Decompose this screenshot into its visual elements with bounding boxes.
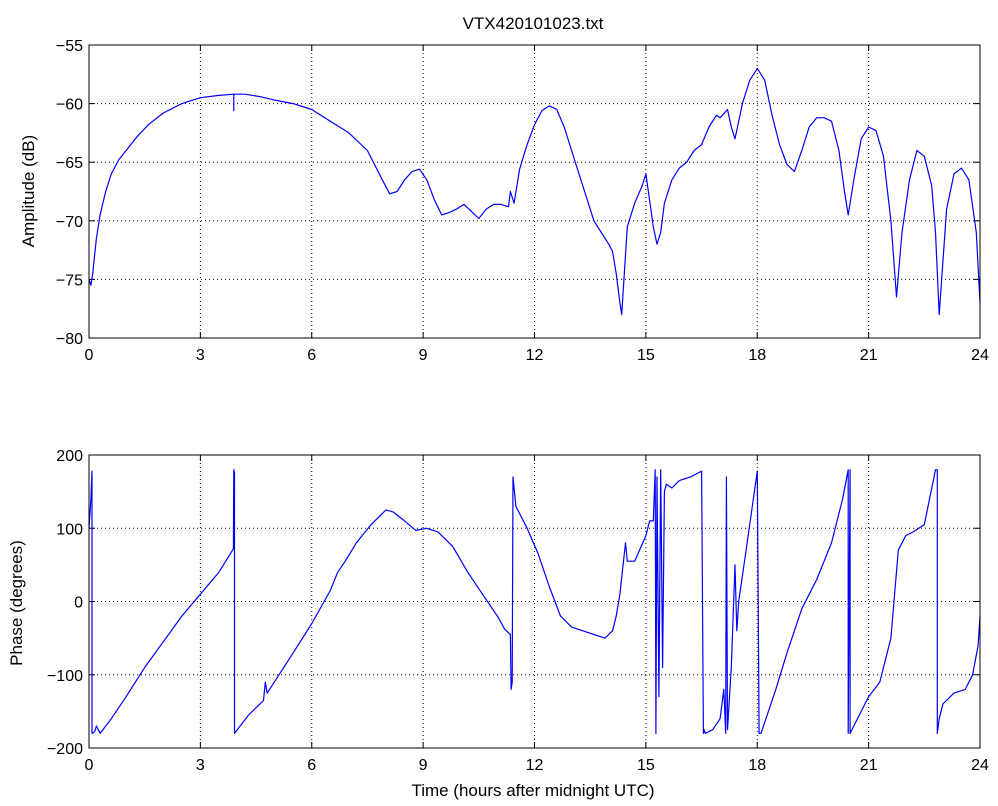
amplitude-x-tick-label: 15 — [637, 347, 655, 364]
phase-gridlines — [89, 455, 980, 748]
amplitude-y-tick-label: −65 — [56, 155, 83, 172]
amplitude-axes-box — [88, 44, 981, 339]
amplitude-y-tick-label: −80 — [56, 331, 83, 348]
phase-series — [88, 469, 981, 734]
phase-x-tick-label: 18 — [748, 757, 766, 774]
x-axis-label: Time (hours after midnight UTC) — [411, 781, 654, 800]
phase-x-tick-label: 3 — [196, 757, 205, 774]
phase-y-tick-label: 0 — [74, 595, 83, 612]
chart-title: VTX420101023.txt — [463, 14, 604, 33]
amplitude-y-tick-label: −70 — [56, 214, 83, 231]
phase-series-line-0 — [88, 469, 981, 734]
phase-x-tick-label: 12 — [526, 757, 544, 774]
amplitude-x-tick-label: 21 — [860, 347, 878, 364]
amplitude-x-tick-label: 9 — [419, 347, 428, 364]
amplitude-x-tick-label: 12 — [526, 347, 544, 364]
amplitude-gridlines — [89, 45, 980, 338]
amplitude-series — [88, 67, 981, 316]
phase-x-tick-label: 9 — [419, 757, 428, 774]
amplitude-tick-labels: 0 3 6 9 12 15 18 21 24 −55 −60 −65 −70 −75 −80 — [56, 38, 989, 364]
amplitude-series-line-0 — [88, 67, 981, 316]
amplitude-y-tick-label: −60 — [56, 97, 83, 114]
amplitude-x-tick-label: 18 — [748, 347, 766, 364]
phase-x-tick-label: 24 — [971, 757, 989, 774]
amplitude-y-tick-label: −75 — [56, 272, 83, 289]
amplitude-x-tick-label: 24 — [971, 347, 989, 364]
phase-x-tick-label: 0 — [85, 757, 94, 774]
amplitude-x-tick-label: 3 — [196, 347, 205, 364]
amplitude-y-axis-label: Amplitude (dB) — [19, 135, 38, 247]
phase-y-tick-label: 200 — [56, 448, 83, 465]
phase-x-tick-label: 21 — [860, 757, 878, 774]
phase-x-tick-label: 6 — [307, 757, 316, 774]
amplitude-x-tick-label: 0 — [85, 347, 94, 364]
amplitude-y-tick-label: −55 — [56, 38, 83, 55]
phase-y-tick-label: −200 — [47, 741, 83, 758]
phase-plot: 0 3 6 9 12 15 18 21 24 200 100 0 −100 −200 Phase (deg… — [7, 448, 989, 800]
phase-y-tick-label: 100 — [56, 521, 83, 538]
amplitude-plot: 0 3 6 9 12 15 18 21 24 −55 −60 −65 −70 −75 −80 VTX4201… — [19, 14, 989, 364]
phase-tick-labels: 0 3 6 9 12 15 18 21 24 200 100 0 −100 −200 — [47, 448, 989, 774]
phase-axes-box — [88, 454, 981, 749]
phase-x-tick-label: 15 — [637, 757, 655, 774]
phase-y-tick-label: −100 — [47, 668, 83, 685]
phase-y-axis-label: Phase (degrees) — [7, 540, 26, 666]
amplitude-x-tick-label: 6 — [307, 347, 316, 364]
